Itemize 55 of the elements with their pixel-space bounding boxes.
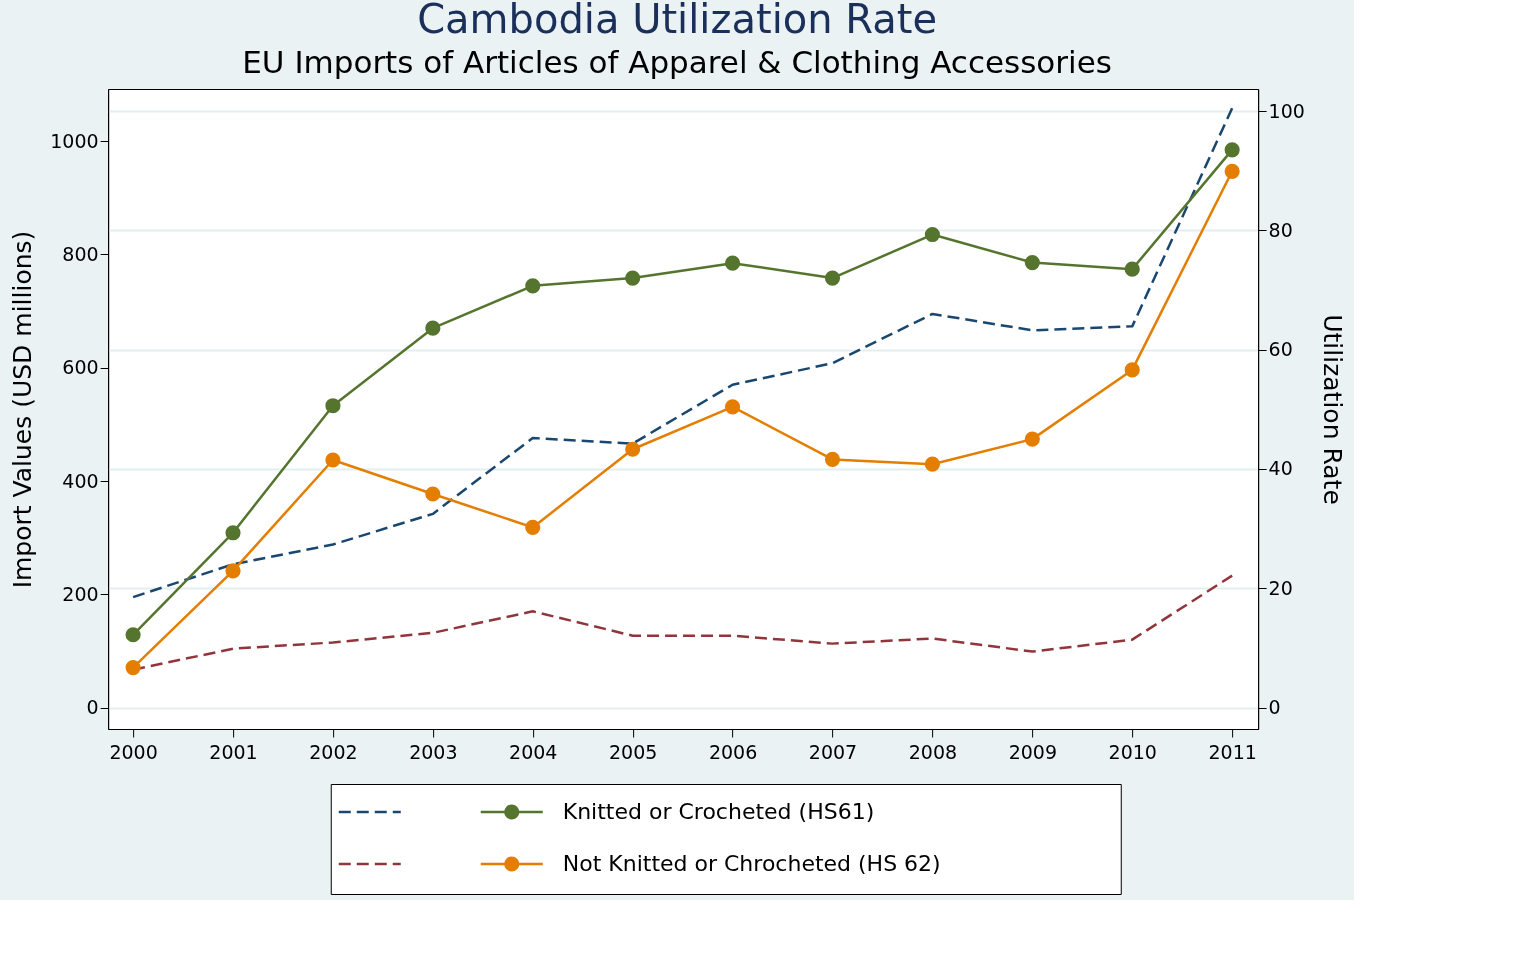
point <box>1124 261 1140 277</box>
y-tick-label: 0 <box>86 696 99 719</box>
point <box>225 563 241 579</box>
x-tick-label: 2008 <box>908 740 958 763</box>
y-tick-label: 800 <box>62 242 99 265</box>
x-tick-label: 2010 <box>1108 740 1157 763</box>
y-tick-label: 200 <box>62 582 99 605</box>
legend-label: Knitted or Crocheted (HS61) <box>562 799 875 824</box>
point <box>625 270 641 286</box>
y2-tick-label: 80 <box>1268 218 1293 241</box>
line-series <box>131 107 1234 599</box>
x-tick-label: 2000 <box>109 740 158 763</box>
point <box>1024 255 1040 271</box>
point <box>824 451 841 467</box>
point <box>125 660 141 676</box>
x-tick-label: 2003 <box>409 740 458 763</box>
point <box>924 456 940 472</box>
x-tick-label: 2006 <box>708 740 758 763</box>
point <box>724 399 741 415</box>
y2-tick-label: 100 <box>1268 99 1305 122</box>
x-tick-label: 2002 <box>309 740 358 763</box>
chart-title: Cambodia Utilization Rate <box>417 0 938 42</box>
y-tick-label: 600 <box>62 356 99 379</box>
y-tick-label: 1000 <box>50 129 99 152</box>
x-tick-label: 2005 <box>608 740 658 763</box>
x-tick-label: 2001 <box>209 740 258 763</box>
y2-tick-label: 20 <box>1268 576 1293 599</box>
point <box>724 255 741 271</box>
point <box>325 452 341 468</box>
point <box>824 270 841 286</box>
y2-axis-title: Utilization Rate <box>1317 314 1347 505</box>
point <box>1224 142 1240 158</box>
point <box>924 226 940 243</box>
point <box>125 627 141 643</box>
point <box>525 519 541 535</box>
point <box>425 320 441 336</box>
x-tick-label: 2009 <box>1008 740 1057 763</box>
point <box>625 441 641 457</box>
y2-tick-label: 60 <box>1268 338 1293 361</box>
point <box>525 278 541 294</box>
chart-subtitle: EU Imports of Articles of Apparel & Clothing Accessories <box>242 43 1112 80</box>
point <box>225 525 241 541</box>
point <box>1124 362 1140 378</box>
y-axis-title: Import Values (USD millions) <box>8 230 38 589</box>
x-tick-label: 2007 <box>808 740 858 763</box>
point <box>1224 163 1240 179</box>
point <box>325 398 341 414</box>
x-tick-label: 2011 <box>1208 740 1257 763</box>
legend-label: Not Knitted or Chrocheted (HS 62) <box>562 851 941 876</box>
point <box>1024 431 1040 447</box>
point <box>425 486 441 502</box>
y2-tick-label: 0 <box>1268 696 1281 719</box>
y2-tick-label: 40 <box>1268 457 1293 480</box>
x-tick-label: 2004 <box>509 740 558 763</box>
y-tick-label: 400 <box>62 469 99 492</box>
